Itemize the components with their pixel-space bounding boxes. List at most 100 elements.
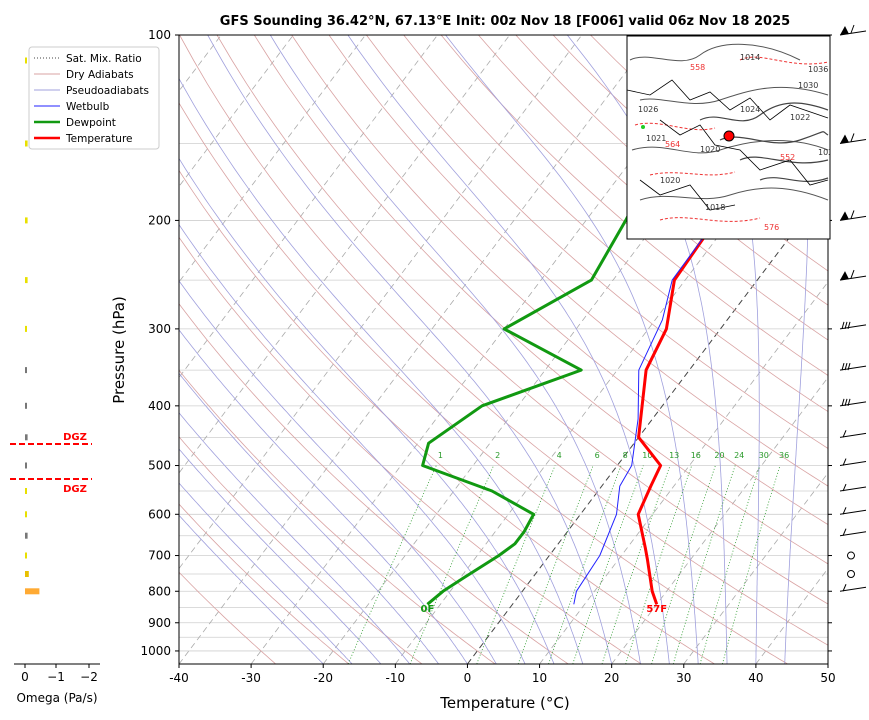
mixing-ratio-label: 20 (714, 451, 724, 460)
pseudoadiabat-line (784, 35, 810, 664)
x-tick-label: 10 (532, 671, 547, 685)
barb-flag (841, 321, 845, 330)
map-green-marker (641, 125, 645, 129)
y-tick-label: 200 (148, 213, 171, 227)
y-tick-label: 900 (148, 616, 171, 630)
isotherm-line (179, 35, 438, 379)
isotherm-line (683, 472, 828, 664)
isotherm-line (322, 35, 799, 664)
map-label: 1026 (638, 105, 658, 114)
omega-bar (25, 325, 27, 332)
pseudoadiabat-line (179, 157, 555, 664)
pseudoadiabat-line (179, 77, 584, 664)
y-tick-label: 800 (148, 584, 171, 598)
mixing-ratio-line (699, 465, 761, 664)
legend-item: Dewpoint (66, 117, 116, 129)
isotherm-line (179, 35, 510, 474)
omega-bars (25, 57, 40, 595)
x-tick-label: -10 (386, 671, 406, 685)
surface-dewpoint-label: 0F (421, 604, 435, 615)
x-axis-ticks: -40 -30 -20 -10 0 10 20 30 40 50 (169, 664, 836, 685)
y-axis-label: Pressure (hPa) (110, 296, 128, 404)
map-label: 1020 (700, 145, 720, 154)
x-tick-label: 40 (748, 671, 763, 685)
pseudoadiabat-line (179, 280, 497, 664)
barb-flag (841, 362, 845, 371)
dry-adiabat-line (440, 35, 828, 376)
barb-flag (842, 458, 847, 466)
barb-pennant (840, 134, 849, 144)
dry-adiabat-line (179, 236, 642, 664)
barb-staff (839, 461, 867, 467)
barb-flag (842, 528, 847, 536)
map-label: 1014 (740, 53, 760, 62)
dry-adiabat-line (179, 35, 828, 646)
mixing-ratio-label: 24 (734, 451, 744, 460)
map-label: 576 (764, 223, 779, 232)
y-tick-label: 400 (148, 399, 171, 413)
dry-adiabat-line (253, 35, 828, 565)
omega-bar (25, 140, 28, 147)
y-tick-label: 300 (148, 322, 171, 336)
dgz-bottom-label: DGZ (63, 484, 87, 495)
isotherm-line (179, 35, 583, 570)
map-label: 558 (690, 63, 705, 72)
map-label: 1024 (740, 105, 760, 114)
legend-item: Dry Adiabats (66, 69, 134, 81)
mixing-ratio-label: 6 (595, 451, 600, 460)
mixing-ratio-line (476, 465, 556, 664)
map-borders (627, 79, 829, 211)
mixing-ratio-label: 4 (557, 451, 562, 460)
map-label: 1020 (660, 176, 680, 185)
omega-bar (25, 57, 27, 64)
barb-staff (839, 365, 867, 371)
x-tick-label: -40 (169, 671, 189, 685)
dry-adiabat-line (179, 369, 496, 664)
legend-item: Temperature (65, 133, 133, 145)
map-label: 1022 (790, 113, 810, 122)
pseudoadiabat-line (697, 35, 760, 664)
calm-wind-circle (847, 569, 855, 578)
y-axis-ticks: 100 200 300 400 500 600 700 800 900 1000 (140, 28, 832, 658)
x-tick-label: 0 (464, 671, 472, 685)
x-tick-label: 20 (604, 671, 619, 685)
barb-flag (842, 507, 847, 515)
dry-adiabat-line (179, 303, 569, 664)
omega-bar (25, 367, 27, 374)
omega-bar (25, 552, 27, 559)
legend-box (28, 46, 160, 150)
pseudoadiabat-line (179, 412, 411, 664)
y-tick-label: 100 (148, 28, 171, 42)
barb-flag (847, 321, 851, 330)
omega-tick-label: −2 (80, 670, 98, 684)
inset-map: 1021 1020 1020 1024 1022 1018 576 564 55… (626, 35, 831, 240)
calm-wind-circle (847, 551, 855, 560)
plot-frame (178, 34, 829, 665)
legend-item: Wetbulb (66, 101, 110, 113)
barb-staff (839, 324, 867, 330)
barb-pennant (840, 26, 849, 35)
omega-panel: 0 −1 −2 Omega (Pa/s) DGZ DGZ (10, 57, 100, 705)
legend: Sat. Mix. Ratio Dry Adiabats Pseudoadiab… (28, 46, 160, 150)
isotherm-line (467, 185, 828, 664)
dry-adiabat-line (291, 35, 828, 526)
barb-pennant (840, 211, 849, 221)
wind-barbs (839, 24, 867, 592)
pseudoadiabat-line (207, 35, 613, 664)
mixing-ratio-line (572, 465, 644, 664)
mixing-ratio-label: 36 (779, 451, 789, 460)
omega-tick-label: −1 (47, 670, 65, 684)
omega-bar (25, 277, 28, 284)
mixing-ratio-line (601, 465, 671, 664)
omega-bar (25, 571, 29, 577)
y-tick-label: 600 (148, 507, 171, 521)
barb-flag (850, 133, 855, 142)
mixing-ratio-label: 10 (642, 451, 652, 460)
omega-label: Omega (Pa/s) (16, 691, 97, 705)
pseudoadiabat-line (179, 482, 353, 664)
omega-bar (25, 217, 28, 224)
x-tick-label: -20 (313, 671, 333, 685)
dry-adiabat-line (179, 102, 788, 664)
location-marker (723, 130, 735, 142)
map-label: 564 (665, 140, 680, 149)
